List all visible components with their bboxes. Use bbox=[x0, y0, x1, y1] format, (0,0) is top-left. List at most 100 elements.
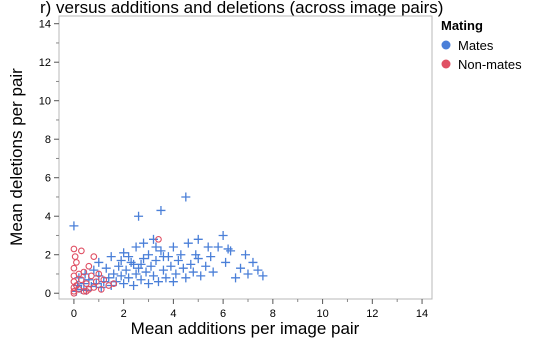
data-point-mates bbox=[148, 271, 158, 281]
y-tick-label: 14 bbox=[39, 19, 51, 31]
data-marks bbox=[69, 192, 268, 297]
x-tick-label: 4 bbox=[170, 308, 176, 320]
x-tick-label: 2 bbox=[121, 308, 127, 320]
x-axis: 0 2 4 6 8 10 12 14 bbox=[71, 299, 428, 320]
legend-label-non-mates: Non-mates bbox=[458, 57, 522, 72]
data-point-mates bbox=[96, 282, 106, 292]
x-axis-title: Mean additions per image pair bbox=[131, 319, 360, 338]
data-point-mates bbox=[121, 265, 131, 275]
data-point-mates bbox=[171, 269, 181, 279]
x-tick-label: 10 bbox=[316, 308, 328, 320]
data-point-mates bbox=[253, 265, 263, 275]
data-point-mates bbox=[166, 261, 176, 271]
data-point-mates bbox=[99, 277, 109, 287]
data-point-mates bbox=[181, 273, 191, 283]
y-axis-title: Mean deletions per pair bbox=[7, 68, 26, 246]
data-point-mates bbox=[221, 257, 231, 267]
data-point-non-mates bbox=[78, 276, 85, 284]
data-point-mates bbox=[193, 254, 203, 264]
data-point-mates bbox=[106, 252, 116, 262]
data-point-mates bbox=[141, 267, 151, 277]
data-point-mates bbox=[186, 259, 196, 269]
y-tick-label: 6 bbox=[45, 173, 51, 185]
y-tick-label: 8 bbox=[45, 134, 51, 146]
data-point-mates bbox=[248, 257, 258, 267]
data-point-mates bbox=[231, 273, 241, 283]
data-point-mates bbox=[94, 257, 104, 267]
data-point-non-mates bbox=[70, 264, 78, 272]
data-point-mates bbox=[151, 255, 161, 265]
data-point-mates bbox=[151, 242, 161, 252]
data-point-mates bbox=[201, 261, 211, 271]
data-point-mates bbox=[181, 192, 191, 202]
plot-area bbox=[58, 15, 433, 300]
data-point-mates bbox=[183, 238, 193, 248]
data-point-mates bbox=[144, 250, 154, 260]
x-tick-label: 8 bbox=[270, 308, 276, 320]
data-point-non-mates bbox=[70, 245, 78, 253]
data-point-mates bbox=[168, 242, 178, 252]
data-point-mates bbox=[94, 271, 104, 281]
legend-marker-non-mates bbox=[441, 59, 451, 69]
data-point-mates bbox=[223, 244, 233, 254]
data-point-mates bbox=[161, 273, 171, 283]
data-point-mates bbox=[136, 259, 146, 269]
data-point-mates bbox=[131, 269, 141, 279]
data-point-mates bbox=[176, 250, 186, 260]
data-point-mates bbox=[114, 261, 124, 271]
data-point-non-mates bbox=[90, 253, 98, 260]
data-point-mates bbox=[69, 221, 79, 231]
data-point-mates bbox=[124, 252, 134, 262]
y-tick-label: 0 bbox=[45, 288, 51, 300]
data-point-non-mates bbox=[95, 270, 103, 278]
data-point-non-mates bbox=[97, 286, 105, 293]
x-tick-label: 12 bbox=[366, 308, 378, 320]
data-point-mates bbox=[158, 265, 168, 275]
data-point-mates bbox=[139, 238, 149, 248]
data-point-non-mates bbox=[83, 287, 90, 295]
data-point-mates bbox=[243, 269, 253, 279]
data-point-non-mates bbox=[73, 259, 80, 266]
data-point-mates bbox=[236, 263, 246, 273]
data-point-mates bbox=[131, 242, 141, 252]
data-point-mates bbox=[134, 263, 144, 273]
data-point-non-mates bbox=[92, 278, 100, 286]
data-point-mates bbox=[134, 211, 144, 221]
data-point-mates bbox=[203, 242, 213, 252]
data-point-non-mates bbox=[155, 235, 162, 243]
data-point-mates bbox=[208, 267, 218, 277]
data-point-mates bbox=[126, 257, 136, 267]
data-point-mates bbox=[218, 230, 228, 240]
y-tick-label: 10 bbox=[39, 96, 51, 108]
legend: Mating Mates Non-mates bbox=[441, 18, 522, 72]
data-point-mates bbox=[226, 246, 236, 256]
data-point-non-mates bbox=[90, 284, 98, 291]
data-point-non-mates bbox=[85, 262, 93, 270]
data-point-mates bbox=[191, 250, 201, 260]
data-point-mates bbox=[119, 279, 129, 289]
data-point-mates bbox=[178, 263, 188, 273]
data-point-mates bbox=[188, 267, 198, 277]
x-tick-label: 6 bbox=[220, 308, 226, 320]
data-point-mates bbox=[258, 271, 268, 281]
data-point-mates bbox=[148, 234, 158, 244]
data-point-non-mates bbox=[75, 270, 83, 278]
data-point-non-mates bbox=[110, 280, 118, 287]
data-point-mates bbox=[146, 261, 156, 271]
legend-marker-mates bbox=[441, 40, 451, 50]
data-point-mates bbox=[213, 242, 223, 252]
data-point-non-mates bbox=[100, 276, 108, 284]
data-point-non-mates bbox=[87, 272, 95, 280]
data-point-mates bbox=[101, 263, 111, 273]
y-axis: 0 2 4 6 8 10 12 14 bbox=[39, 19, 59, 300]
data-point-mates bbox=[158, 252, 168, 262]
data-point-mates bbox=[116, 271, 126, 281]
data-point-mates bbox=[241, 250, 250, 260]
data-point-non-mates bbox=[70, 289, 78, 297]
data-point-mates bbox=[156, 205, 166, 215]
x-tick-label: 0 bbox=[71, 308, 77, 320]
data-point-mates bbox=[116, 255, 126, 265]
data-point-mates bbox=[89, 265, 99, 275]
y-tick-label: 4 bbox=[45, 211, 51, 223]
